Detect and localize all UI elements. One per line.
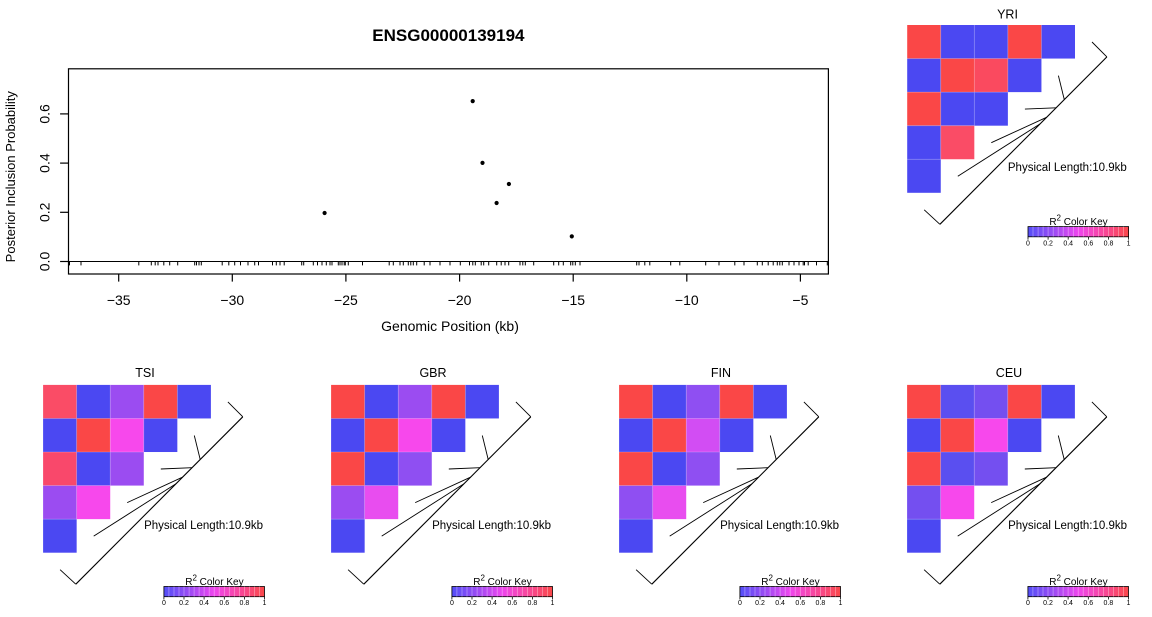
- svg-text:0: 0: [738, 600, 742, 607]
- svg-text:0.8: 0.8: [528, 600, 538, 607]
- svg-text:0.8: 0.8: [816, 600, 826, 607]
- svg-text:0.6: 0.6: [1083, 600, 1093, 607]
- svg-text:Physical Length:10.9kb: Physical Length:10.9kb: [1008, 520, 1127, 532]
- svg-text:0.8: 0.8: [1104, 600, 1114, 607]
- svg-text:0.6: 0.6: [37, 104, 53, 124]
- svg-text:0.8: 0.8: [1104, 240, 1114, 247]
- svg-text:0.2: 0.2: [1043, 600, 1053, 607]
- svg-text:1: 1: [551, 600, 555, 607]
- svg-text:0.2: 0.2: [467, 600, 477, 607]
- svg-text:0.0: 0.0: [37, 252, 53, 272]
- svg-text:0: 0: [1026, 240, 1030, 247]
- svg-text:Physical Length:10.9kb: Physical Length:10.9kb: [432, 520, 551, 532]
- svg-text:Physical Length:10.9kb: Physical Length:10.9kb: [1008, 162, 1127, 174]
- svg-text:1: 1: [263, 600, 267, 607]
- svg-text:YRI: YRI: [997, 7, 1018, 21]
- svg-text:1: 1: [839, 600, 843, 607]
- svg-text:−5: −5: [792, 292, 808, 308]
- svg-text:0.4: 0.4: [487, 600, 497, 607]
- svg-text:ENSG00000139194: ENSG00000139194: [372, 26, 525, 45]
- svg-text:FIN: FIN: [711, 366, 731, 380]
- svg-text:−20: −20: [448, 292, 472, 308]
- svg-text:0.4: 0.4: [1063, 240, 1073, 247]
- svg-text:0.6: 0.6: [219, 600, 229, 607]
- svg-text:−10: −10: [675, 292, 699, 308]
- svg-text:0.2: 0.2: [37, 202, 53, 222]
- svg-text:R2 Color Key: R2 Color Key: [185, 573, 243, 588]
- svg-text:R2 Color Key: R2 Color Key: [473, 573, 531, 588]
- svg-text:Posterior Inclusion Probabilit: Posterior Inclusion Probability: [3, 91, 18, 263]
- svg-text:0.2: 0.2: [755, 600, 765, 607]
- svg-text:−25: −25: [334, 292, 358, 308]
- svg-text:R2 Color Key: R2 Color Key: [1049, 573, 1107, 588]
- svg-text:0.8: 0.8: [240, 600, 250, 607]
- svg-text:0.4: 0.4: [1063, 600, 1073, 607]
- svg-text:CEU: CEU: [996, 366, 1022, 380]
- svg-text:R2 Color Key: R2 Color Key: [761, 573, 819, 588]
- svg-text:0.4: 0.4: [775, 600, 785, 607]
- svg-text:TSI: TSI: [135, 366, 154, 380]
- svg-text:0.6: 0.6: [507, 600, 517, 607]
- svg-text:GBR: GBR: [419, 366, 446, 380]
- svg-text:0: 0: [162, 600, 166, 607]
- svg-text:−15: −15: [561, 292, 585, 308]
- svg-text:0.6: 0.6: [1084, 240, 1094, 247]
- svg-text:0.4: 0.4: [199, 600, 209, 607]
- svg-text:0: 0: [1026, 600, 1030, 607]
- svg-text:1: 1: [1127, 240, 1131, 247]
- svg-text:0: 0: [450, 600, 454, 607]
- svg-text:0.4: 0.4: [37, 153, 53, 173]
- svg-text:Genomic Position (kb): Genomic Position (kb): [381, 318, 519, 334]
- svg-text:Physical Length:10.9kb: Physical Length:10.9kb: [144, 520, 263, 532]
- svg-text:Physical Length:10.9kb: Physical Length:10.9kb: [720, 520, 839, 532]
- svg-text:−35: −35: [107, 292, 131, 308]
- svg-text:R2 Color Key: R2 Color Key: [1049, 214, 1107, 229]
- svg-text:0.2: 0.2: [179, 600, 189, 607]
- svg-text:0.2: 0.2: [1043, 240, 1053, 247]
- svg-text:1: 1: [1127, 600, 1131, 607]
- svg-text:0.6: 0.6: [795, 600, 805, 607]
- svg-text:−30: −30: [220, 292, 244, 308]
